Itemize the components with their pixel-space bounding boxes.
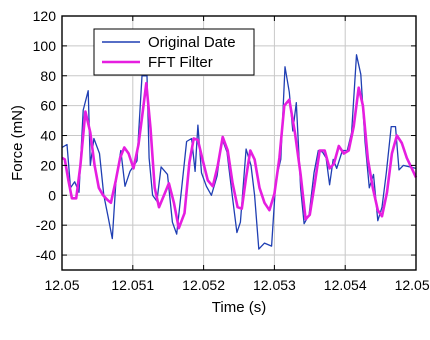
y-axis-title: Force (mN) bbox=[9, 105, 26, 181]
y-tick-label: 0 bbox=[48, 187, 56, 203]
y-tick-label: 120 bbox=[33, 8, 57, 24]
y-tick-label: 80 bbox=[40, 68, 56, 84]
ticks bbox=[61, 15, 417, 270]
x-tick-label: 12.052 bbox=[182, 277, 225, 293]
x-tick-label: 12.051 bbox=[111, 277, 154, 293]
original-date-line bbox=[61, 54, 417, 250]
y-tick-label: 40 bbox=[40, 128, 56, 144]
y-tick-label: 100 bbox=[33, 38, 57, 54]
legend-label-original-date: Original Date bbox=[148, 34, 236, 51]
plot-frame bbox=[61, 15, 417, 271]
y-tick-label: -20 bbox=[36, 217, 56, 233]
x-axis-title: Time (s) bbox=[212, 299, 266, 316]
series-layer bbox=[61, 54, 418, 250]
legend-label-fft-filter: FFT Filter bbox=[148, 54, 213, 71]
x-tick-label: 12.05 bbox=[44, 277, 79, 293]
y-tick-label: 60 bbox=[40, 98, 56, 114]
x-tick-label: 12.053 bbox=[253, 277, 296, 293]
legend-box bbox=[93, 28, 255, 76]
tick-labels: 12.05 12.051 12.052 12.053 12.054 12.055 -40 -2… bbox=[33, 8, 430, 293]
x-tick-label: 12.054 bbox=[324, 277, 367, 293]
legend: Original Date FFT Filter bbox=[93, 28, 255, 76]
fft-filter-line bbox=[61, 81, 418, 230]
y-tick-label: 20 bbox=[40, 157, 56, 173]
y-tick-label: -40 bbox=[36, 247, 56, 263]
x-tick-label: 12.055 bbox=[395, 277, 430, 293]
